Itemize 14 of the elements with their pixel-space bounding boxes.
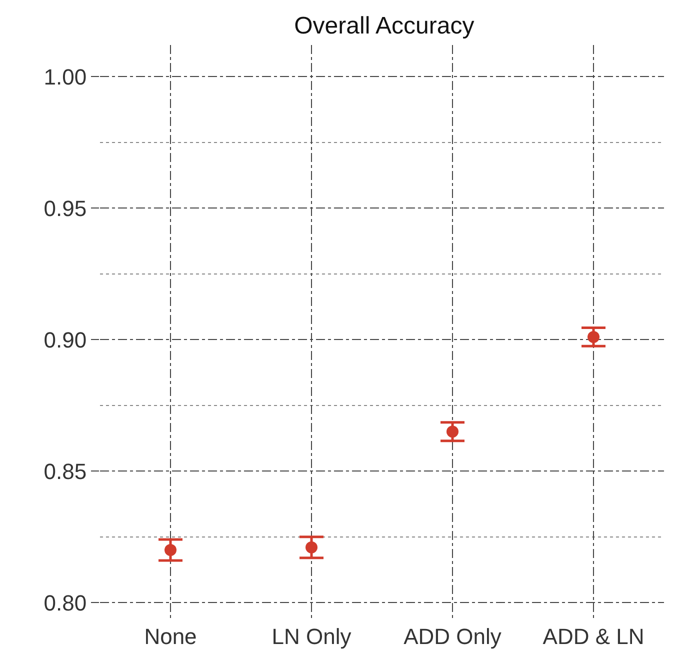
y-tick-label: 0.80 xyxy=(44,590,87,616)
y-tick-label: 1.00 xyxy=(44,64,87,90)
point xyxy=(306,541,318,554)
point xyxy=(446,426,458,438)
x-tick-label: ADD & LN xyxy=(542,624,644,649)
x-tick-label: LN Only xyxy=(272,624,352,649)
y-tick-label: 0.95 xyxy=(44,196,87,221)
x-tick-label: ADD Only xyxy=(404,624,502,649)
point xyxy=(588,330,600,343)
x-tick-label: None xyxy=(144,624,197,649)
point xyxy=(164,544,176,556)
y-tick-label: 0.85 xyxy=(44,458,87,484)
chart-title: Overall Accuracy xyxy=(294,12,474,40)
y-tick-label: 0.90 xyxy=(44,327,87,352)
